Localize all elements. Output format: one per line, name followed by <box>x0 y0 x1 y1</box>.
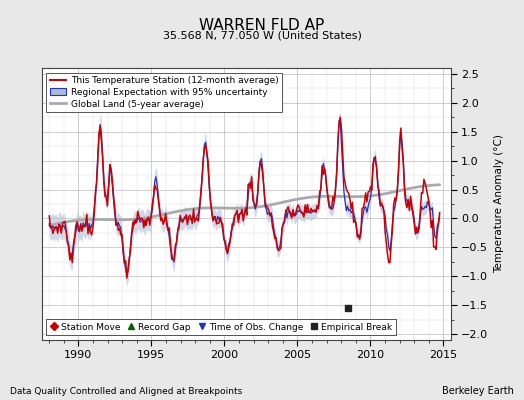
Text: Data Quality Controlled and Aligned at Breakpoints: Data Quality Controlled and Aligned at B… <box>10 387 243 396</box>
Legend: Station Move, Record Gap, Time of Obs. Change, Empirical Break: Station Move, Record Gap, Time of Obs. C… <box>47 319 396 336</box>
Y-axis label: Temperature Anomaly (°C): Temperature Anomaly (°C) <box>494 134 504 274</box>
Text: 35.568 N, 77.050 W (United States): 35.568 N, 77.050 W (United States) <box>162 30 362 40</box>
Text: Berkeley Earth: Berkeley Earth <box>442 386 514 396</box>
Text: WARREN FLD AP: WARREN FLD AP <box>199 18 325 33</box>
